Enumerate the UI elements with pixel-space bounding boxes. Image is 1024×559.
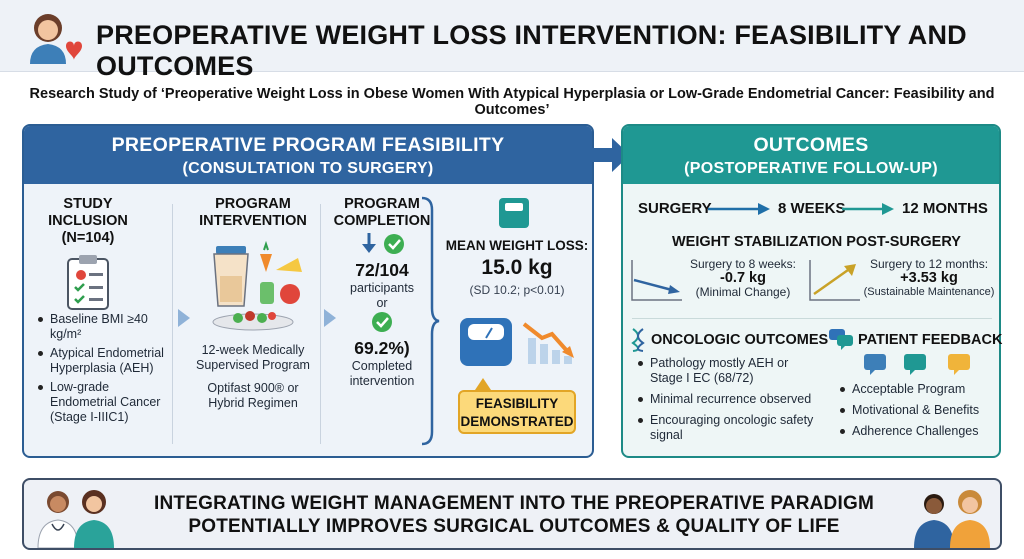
- stabilization-8-weeks: Surgery to 8 weeks: -0.7 kg (Minimal Cha…: [682, 257, 804, 299]
- stabilization-12-months: Surgery to 12 months: +3.53 kg (Sustaina…: [860, 257, 998, 299]
- conclusion-banner: INTEGRATING WEIGHT MANAGEMENT INTO THE P…: [22, 478, 1002, 550]
- completion-count-label: participants: [350, 281, 414, 295]
- clipboard-icon: [67, 255, 109, 310]
- stabilization-12-months-value: +3.53 kg: [900, 270, 958, 286]
- shaker-food-icon: [212, 240, 302, 331]
- intervention-description: 12-week Medically Supervised Program: [196, 343, 310, 372]
- completion-or: or: [376, 296, 388, 310]
- program-intervention-column: PROGRAM INTERVENTION 12-week Medically S…: [193, 196, 313, 411]
- timeline-arrow-icon: [708, 203, 770, 215]
- completion-count: 72/104: [355, 260, 409, 280]
- inclusion-title: STUDY INCLUSION: [48, 196, 128, 229]
- dna-icon: [631, 328, 645, 352]
- doctors-icon: [37, 490, 114, 548]
- woman-heart-icon: [30, 14, 82, 64]
- weight-loss-label: MEAN WEIGHT LOSS:: [445, 238, 589, 253]
- timeline-12-months: 12 MONTHS: [902, 200, 988, 217]
- stabilization-8-weeks-note: (Minimal Change): [695, 285, 791, 299]
- list-item: Baseline BMI ≥40 kg/m²: [38, 312, 178, 342]
- feasibility-title: PREOPERATIVE PROGRAM FEASIBILITY: [111, 134, 505, 156]
- study-inclusion-column: STUDY INCLUSION (N=104): [28, 196, 148, 316]
- rising-trend-icon: [809, 260, 860, 301]
- weight-loss-box: MEAN WEIGHT LOSS: 15.0 kg (SD 10.2; p<0.…: [442, 238, 592, 297]
- conclusion-line-1: INTEGRATING WEIGHT MANAGEMENT INTO THE P…: [154, 493, 874, 514]
- list-item: Adherence Challenges: [840, 424, 1000, 439]
- column-divider: [320, 204, 321, 444]
- page-title: PREOPERATIVE WEIGHT LOSS INTERVENTION: F…: [96, 20, 967, 81]
- list-item: Low-grade Endometrial Cancer (Stage I-II…: [38, 380, 178, 425]
- checkmark-icon: [372, 312, 392, 332]
- weight-loss-stats: (SD 10.2; p<0.01): [469, 283, 565, 297]
- bathroom-scale-icon: [460, 318, 512, 366]
- feedback-bullets: Acceptable Program Motivational & Benefi…: [840, 382, 1000, 443]
- feedback-title: PATIENT FEEDBACK: [858, 332, 1003, 348]
- stabilization-12-months-note: (Sustainable Maintenance): [863, 286, 995, 298]
- list-item: Encouraging oncologic safety signal: [638, 413, 816, 443]
- stabilization-8-weeks-label: Surgery to 8 weeks:: [689, 257, 797, 271]
- inclusion-bullets: Baseline BMI ≥40 kg/m² Atypical Endometr…: [38, 312, 178, 429]
- stabilization-12-months-label: Surgery to 12 months:: [869, 257, 989, 271]
- completion-title: PROGRAM: [344, 196, 420, 212]
- arrow-down-icon: [361, 233, 376, 253]
- feasibility-panel-header: PREOPERATIVE PROGRAM FEASIBILITY (CONSUL…: [24, 126, 592, 184]
- header-bar: PREOPERATIVE WEIGHT LOSS INTERVENTION: F…: [0, 0, 1024, 81]
- oncologic-title: ONCOLOGIC OUTCOMES: [651, 332, 829, 348]
- study-subtitle: Research Study of ‘Preoperative Weight L…: [29, 86, 995, 118]
- speech-bubbles-icon: [864, 354, 970, 375]
- outcomes-panel-header: OUTCOMES (POSTOPERATIVE FOLLOW-UP): [623, 126, 999, 184]
- chevron-right-icon: [324, 309, 336, 327]
- feasibility-badge: FEASIBILITY DEMONSTRATED: [458, 390, 576, 434]
- timeline-arrow-icon: [842, 203, 894, 215]
- chevron-right-icon: [178, 309, 190, 327]
- feasibility-subtitle: (CONSULTATION TO SURGERY): [182, 160, 434, 177]
- timeline-8-weeks: 8 WEEKS: [778, 200, 846, 217]
- right-arrow-icon: [592, 138, 630, 172]
- list-item: Motivational & Benefits: [840, 403, 1000, 418]
- outcomes-title: OUTCOMES: [753, 134, 869, 156]
- list-item: Pathology mostly AEH or Stage I EC (68/7…: [638, 356, 816, 386]
- completion-percent: 69.2%): [354, 338, 410, 358]
- flat-trend-icon: [631, 260, 682, 301]
- timeline-surgery: SURGERY: [638, 200, 712, 217]
- intervention-title: PROGRAM: [215, 196, 291, 212]
- checkmark-icon: [384, 234, 405, 254]
- program-completion-column: PROGRAM COMPLETION 72/104 participants o…: [330, 196, 434, 389]
- intervention-regimen: Optifast 900® or Hybrid Regimen: [207, 381, 299, 410]
- section-divider: [632, 318, 992, 319]
- stabilization-title: WEIGHT STABILIZATION POST-SURGERY: [672, 234, 961, 250]
- list-item: Atypical Endometrial Hyperplasia (AEH): [38, 346, 178, 376]
- oncologic-bullets: Pathology mostly AEH or Stage I EC (68/7…: [638, 356, 816, 447]
- inclusion-count: (N=104): [61, 230, 115, 246]
- completion-percent-label: Completed intervention: [349, 359, 415, 388]
- completion-subtitle: COMPLETION: [333, 213, 431, 229]
- badge-pointer: [475, 378, 491, 390]
- intervention-subtitle: INTERVENTION: [199, 213, 307, 229]
- patients-icon: [914, 490, 990, 548]
- conclusion-text: INTEGRATING WEIGHT MANAGEMENT INTO THE P…: [24, 492, 1004, 538]
- outcomes-subtitle: (POSTOPERATIVE FOLLOW-UP): [684, 160, 938, 177]
- scale-icon: [499, 198, 529, 228]
- decline-chart-icon: [522, 322, 574, 364]
- list-item: Acceptable Program: [840, 382, 1000, 397]
- outcomes-panel: OUTCOMES (POSTOPERATIVE FOLLOW-UP): [621, 124, 1001, 458]
- brace-bracket: [421, 196, 440, 446]
- chat-bubbles-icon: [829, 329, 853, 350]
- conclusion-line-2: POTENTIALLY IMPROVES SURGICAL OUTCOMES &…: [188, 516, 840, 537]
- stabilization-8-weeks-value: -0.7 kg: [720, 270, 766, 286]
- column-divider: [172, 204, 173, 444]
- list-item: Minimal recurrence observed: [638, 392, 816, 407]
- weight-loss-value: 15.0 kg: [481, 256, 553, 279]
